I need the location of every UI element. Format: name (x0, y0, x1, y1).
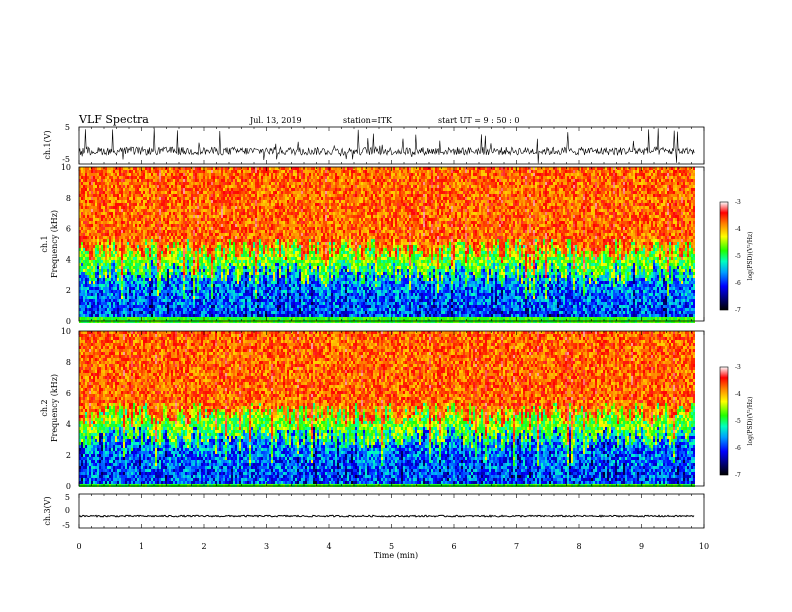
xtick-8: 8 (576, 542, 581, 551)
xtick-6: 6 (451, 542, 456, 551)
x-axis-label: Time (min) (374, 551, 418, 560)
ch2-cb-tick-m6: -6 (735, 445, 741, 452)
ch2-freq-ticks: 0 2 4 6 8 10 (61, 327, 71, 491)
ch2-ytick-4: 4 (66, 420, 71, 429)
ch2-ytick-2: 2 (66, 451, 71, 460)
ch1-spectrogram-panel: 0 2 4 6 8 10 ch.1 Frequency (kHz) -3 -4 … (40, 163, 754, 326)
ch1-waveform-frame (79, 127, 704, 164)
ch2-channel-label: ch.2 (40, 399, 49, 416)
ch3-ytick-mid: 0 (65, 506, 70, 515)
ch2-cb-tick-m4: -4 (735, 391, 741, 398)
ch1-freq-ylabel: Frequency (kHz) (50, 210, 59, 278)
ch2-ytick-6: 6 (66, 389, 71, 398)
xtick-10: 10 (699, 542, 709, 551)
ch1-cb-tick-m4: -4 (735, 226, 741, 233)
ch3-waveform-ylabel: ch.3(V) (43, 496, 52, 525)
ch1-colorbar-ticks: -3 -4 -5 -6 -7 (735, 199, 741, 314)
ch1-ytick-4: 4 (66, 255, 71, 264)
xtick-9: 9 (639, 542, 644, 551)
ch1-cb-tick-m7: -7 (735, 307, 741, 314)
ch1-cb-tick-m6: -6 (735, 280, 741, 287)
xtick-5: 5 (389, 542, 394, 551)
ch1-waveform-ylabel: ch.1(V) (43, 130, 52, 159)
ch2-ytick-0: 0 (66, 482, 71, 491)
xtick-7: 7 (514, 542, 519, 551)
ch2-ytick-8: 8 (66, 358, 71, 367)
ch1-cb-tick-m3: -3 (735, 199, 741, 206)
ch1-ytick-10: 10 (61, 163, 71, 172)
ch1-ytick-2: 2 (66, 286, 71, 295)
ch2-spectrogram-image (79, 331, 704, 487)
ch2-cb-tick-m7: -7 (735, 472, 741, 479)
ch2-freq-ylabel: Frequency (kHz) (50, 374, 59, 442)
ch1-freq-ticks: 0 2 4 6 8 10 (61, 163, 71, 326)
ch1-colorbar-label: log(PSD)(V²/Hz) (747, 232, 754, 281)
ch1-ytick-6: 6 (66, 225, 71, 234)
ch2-cb-tick-m3: -3 (735, 364, 741, 371)
ch2-cb-tick-m5: -5 (735, 418, 741, 425)
xtick-2: 2 (201, 542, 206, 551)
ch1-ytick-top: 5 (65, 123, 70, 132)
ch2-colorbar (720, 367, 728, 475)
ch1-waveform-panel: 5 -5 ch.1(V) (43, 123, 704, 164)
ch3-ytick-bottom: -5 (62, 521, 70, 530)
ch1-cb-tick-m5: -5 (735, 253, 741, 260)
x-axis-ticks: 0 1 2 3 4 5 6 7 8 9 10 (76, 542, 709, 551)
xtick-0: 0 (76, 542, 81, 551)
xtick-4: 4 (326, 542, 331, 551)
ch2-ytick-10: 10 (61, 327, 71, 336)
ch3-waveform-panel: 5 0 -5 ch.3(V) (43, 493, 704, 530)
ch3-ytick-top: 5 (65, 493, 70, 502)
ch1-ytick-0: 0 (66, 317, 71, 326)
ch2-colorbar-ticks: -3 -4 -5 -6 -7 (735, 364, 741, 479)
start-time-label: start UT = 9 : 50 : 0 (438, 116, 519, 125)
station-label: station=ITK (343, 116, 393, 125)
ch3-waveform-frame (79, 494, 704, 528)
xtick-3: 3 (264, 542, 269, 551)
figure-title: VLF Spectra (78, 113, 149, 126)
ch1-spectrogram-image (79, 167, 704, 323)
ch2-spectrogram-panel: 0 2 4 6 8 10 ch.2 Frequency (kHz) -3 -4 … (40, 327, 754, 491)
ch1-colorbar (720, 202, 728, 310)
xtick-1: 1 (139, 542, 144, 551)
ch2-colorbar-label: log(PSD)(V²/Hz) (747, 397, 754, 446)
ch1-channel-label: ch.1 (40, 235, 49, 252)
ch1-ytick-8: 8 (66, 194, 71, 203)
date-label: Jul. 13, 2019 (249, 116, 302, 125)
